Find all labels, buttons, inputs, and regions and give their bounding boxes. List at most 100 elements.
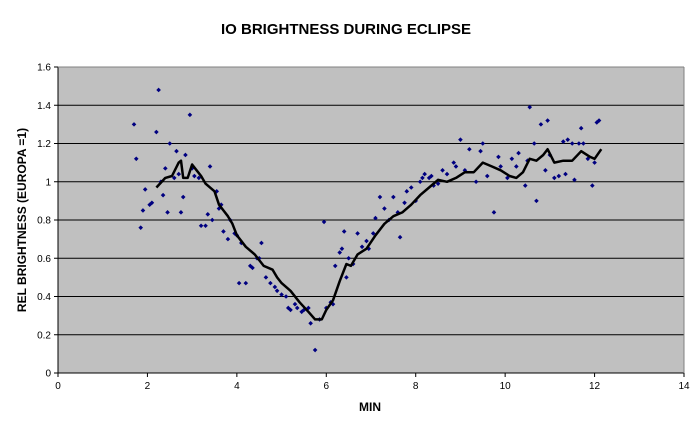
data-point xyxy=(514,164,519,169)
data-point xyxy=(174,148,179,154)
data-point xyxy=(131,122,137,127)
data-point xyxy=(321,219,327,225)
data-point xyxy=(545,118,550,123)
data-point xyxy=(218,202,224,207)
data-point xyxy=(563,171,568,177)
data-point xyxy=(552,175,557,181)
data-point xyxy=(509,156,515,162)
data-point xyxy=(196,175,202,181)
data-point xyxy=(138,225,144,230)
data-point xyxy=(402,200,407,206)
data-point xyxy=(397,234,403,240)
y-tick-label: 1.2 xyxy=(37,139,51,150)
data-point xyxy=(192,173,197,179)
data-point xyxy=(543,167,548,173)
data-point xyxy=(364,238,369,244)
data-point xyxy=(272,284,278,290)
y-tick-label: 0.2 xyxy=(37,330,51,341)
data-point xyxy=(154,129,159,135)
data-point xyxy=(382,206,387,211)
x-tick-label: 2 xyxy=(145,381,151,392)
data-point xyxy=(505,175,510,181)
data-point xyxy=(451,160,457,165)
data-point xyxy=(203,223,208,229)
data-point xyxy=(221,229,226,234)
data-point xyxy=(429,173,434,179)
data-point xyxy=(522,183,528,188)
data-point xyxy=(142,187,148,192)
y-tick-label: 0.6 xyxy=(37,254,51,265)
data-point xyxy=(569,141,575,146)
chart-title: IO BRIGHTNESS DURING ECLIPSE xyxy=(221,21,471,38)
data-point xyxy=(538,122,544,127)
data-point xyxy=(484,173,490,179)
data-point xyxy=(373,215,378,221)
data-point xyxy=(527,104,533,110)
y-axis-label: REL BRIGHTNESS (EUROPA =1) xyxy=(15,128,29,312)
y-axis-ticks: 0 0.2 0.4 0.6 0.8 1 1.2 1.4 1.6 xyxy=(37,63,58,380)
data-point xyxy=(341,229,347,234)
data-point xyxy=(160,192,166,198)
data-point xyxy=(565,137,571,142)
data-point xyxy=(288,307,293,313)
data-point xyxy=(308,320,313,326)
data-point xyxy=(462,167,468,173)
y-tick-label: 0.8 xyxy=(37,216,51,227)
smoothed-line xyxy=(155,147,603,321)
x-tick-label: 10 xyxy=(500,381,512,392)
data-point xyxy=(312,347,318,353)
data-point xyxy=(592,160,597,165)
data-point xyxy=(480,141,486,146)
data-point xyxy=(596,118,602,123)
x-tick-label: 0 xyxy=(55,381,61,392)
data-point xyxy=(594,120,600,125)
data-point xyxy=(274,288,280,294)
data-point xyxy=(498,164,503,169)
data-point xyxy=(171,175,177,181)
data-point xyxy=(431,183,436,188)
data-point xyxy=(440,167,445,173)
data-point xyxy=(556,173,562,179)
data-point xyxy=(404,189,410,194)
data-point xyxy=(187,112,193,118)
data-point xyxy=(285,305,291,311)
data-point xyxy=(183,152,188,158)
data-point xyxy=(590,183,595,188)
data-point xyxy=(205,211,211,217)
data-point xyxy=(422,171,427,177)
data-point xyxy=(560,139,566,144)
data-point xyxy=(167,141,173,146)
data-point xyxy=(420,175,425,181)
data-point xyxy=(435,181,441,186)
data-point xyxy=(283,294,289,299)
data-point xyxy=(467,146,472,152)
data-point xyxy=(534,198,539,204)
data-point xyxy=(337,250,342,255)
y-tick-label: 1 xyxy=(45,177,51,188)
data-point xyxy=(176,171,182,177)
data-point xyxy=(236,280,242,286)
axes xyxy=(57,66,685,374)
data-point xyxy=(578,125,584,131)
x-tick-label: 14 xyxy=(678,381,690,392)
data-point xyxy=(370,231,376,236)
data-point xyxy=(344,275,349,280)
data-point xyxy=(294,305,300,311)
data-point xyxy=(198,223,204,229)
x-axis-ticks: 0 2 4 6 8 10 12 14 xyxy=(55,373,690,392)
data-point xyxy=(339,246,345,251)
data-point xyxy=(359,244,365,250)
x-tick-label: 8 xyxy=(413,381,419,392)
data-point xyxy=(247,263,253,269)
data-point xyxy=(426,175,432,181)
y-tick-label: 0.4 xyxy=(37,292,51,303)
data-point xyxy=(581,141,586,146)
data-point xyxy=(576,141,582,146)
y-tick-label: 1.4 xyxy=(37,101,51,112)
data-point xyxy=(585,156,591,162)
data-point xyxy=(332,263,338,269)
data-point xyxy=(250,265,255,271)
data-point xyxy=(355,231,360,236)
x-axis-label: MIN xyxy=(359,400,381,414)
